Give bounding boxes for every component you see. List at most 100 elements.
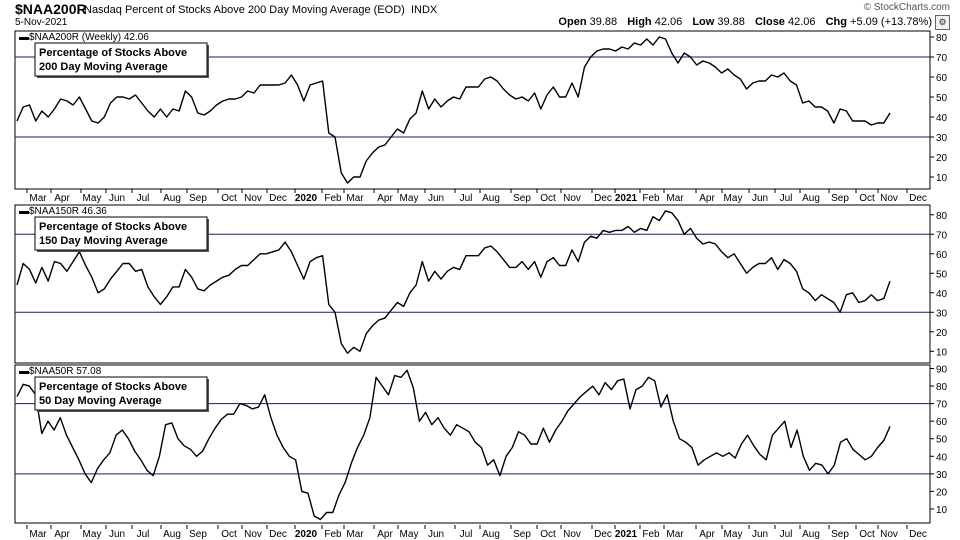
- x-tick-label: May: [400, 193, 419, 204]
- quote-summary: Open 39.88 High 42.06 Low 39.88 Close 42…: [558, 16, 932, 28]
- symbol-description: Nasdaq Percent of Stocks Above 200 Day M…: [84, 4, 437, 16]
- open-value: 39.88: [589, 16, 618, 28]
- x-tick-label: Nov: [244, 529, 262, 540]
- y-tick-label: 70: [936, 53, 948, 64]
- x-tick-label: Mar: [29, 193, 47, 204]
- x-tick-label: May: [724, 529, 743, 540]
- y-tick-label: 30: [936, 133, 948, 144]
- x-axis-2: Mar Apr May Jun Jul Aug Sep Oct Nov Dec 2020 Feb Mar…: [26, 525, 927, 540]
- y-tick-label: 50: [936, 93, 948, 104]
- y-tick-label: 70: [936, 400, 948, 411]
- low-value: 39.88: [717, 16, 745, 28]
- y-tick-label: 50: [936, 269, 948, 280]
- x-tick-label: Sep: [513, 193, 531, 204]
- x-tick-label: Dec: [269, 529, 287, 540]
- x-tick-label: May: [83, 529, 102, 540]
- y-tick-label: 40: [936, 289, 948, 300]
- x-tick-label: Nov: [244, 193, 262, 204]
- y-tick-label: 10: [936, 347, 948, 358]
- high-value: 42.06: [654, 16, 683, 28]
- close-value: 42.06: [788, 16, 816, 28]
- x-tick-label: Feb: [324, 529, 342, 540]
- x-tick-label: Aug: [163, 529, 181, 540]
- x-tick-label: Mar: [346, 529, 364, 540]
- y-tick-label: 20: [936, 487, 948, 498]
- x-tick-label: 2021: [615, 529, 638, 540]
- x-tick-label: Feb: [324, 193, 342, 204]
- annotation-text: 200 Day Moving Average: [39, 61, 168, 73]
- x-tick-label: Feb: [642, 193, 660, 204]
- x-tick-label: Nov: [563, 529, 581, 540]
- x-tick-label: Jul: [460, 193, 473, 204]
- x-tick-label: Feb: [642, 529, 660, 540]
- x-tick-label: 2020: [295, 529, 318, 540]
- y-tick-label: 90: [936, 365, 948, 376]
- x-tick-label: Nov: [880, 193, 898, 204]
- x-tick-label: Apr: [54, 529, 70, 540]
- x-tick-label: Jul: [137, 193, 150, 204]
- annotation-text: 150 Day Moving Average: [39, 235, 168, 247]
- chart-panel-3: 10 20 30 40 50 60 70 80 90 ▬$NAA50R 57.08 Percenta…: [14, 364, 948, 524]
- x-axis-1: Mar Apr May Jun Jul Aug Sep Oct Nov Dec 2020 Feb Mar…: [26, 189, 927, 204]
- chg-value: +5.09 (+13.78%): [850, 16, 932, 28]
- y-tick-label: 40: [936, 452, 948, 463]
- x-tick-label: Sep: [189, 193, 207, 204]
- y-tick-label: 60: [936, 417, 948, 428]
- y-tick-label: 80: [936, 211, 948, 222]
- x-tick-label: Jun: [428, 193, 444, 204]
- x-tick-label: Jun: [109, 529, 125, 540]
- x-tick-label: Jun: [109, 193, 125, 204]
- x-tick-label: Apr: [699, 193, 715, 204]
- x-tick-label: Oct: [859, 193, 875, 204]
- chart-panel-1: 10 20 30 40 50 60 70 80 ▬$NAA200R (Weekly) 42.06…: [14, 30, 948, 190]
- y-tick-label: 20: [936, 328, 948, 339]
- close-label: Close: [754, 16, 785, 28]
- x-tick-label: 2020: [295, 193, 318, 204]
- x-tick-label: Mar: [29, 529, 47, 540]
- x-tick-label: May: [400, 529, 419, 540]
- x-tick-label: Apr: [699, 529, 715, 540]
- x-tick-label: 2021: [615, 193, 638, 204]
- x-tick-label: Oct: [540, 193, 556, 204]
- x-tick-label: Dec: [594, 529, 612, 540]
- y-tick-label: 60: [936, 250, 948, 261]
- x-tick-label: Aug: [163, 193, 181, 204]
- x-tick-label: Mar: [666, 193, 684, 204]
- y-tick-label: 80: [936, 382, 948, 393]
- annotation-text: Percentage of Stocks Above: [39, 47, 187, 59]
- legend-label: ▬$NAA50R 57.08: [19, 366, 102, 377]
- gear-icon[interactable]: ⚙: [935, 15, 950, 30]
- x-tick-label: Jul: [780, 193, 793, 204]
- x-tick-label: Dec: [594, 193, 612, 204]
- y-tick-label: 10: [936, 173, 948, 184]
- x-tick-label: Aug: [482, 529, 500, 540]
- x-tick-label: May: [724, 193, 743, 204]
- y-tick-label: 50: [936, 435, 948, 446]
- annotation-text: Percentage of Stocks Above: [39, 221, 187, 233]
- x-tick-label: Oct: [859, 529, 875, 540]
- x-tick-label: Jun: [428, 529, 444, 540]
- low-label: Low: [692, 16, 715, 28]
- legend-label: ▬$NAA200R (Weekly) 42.06: [19, 32, 149, 43]
- exchange-label: INDX: [410, 4, 438, 16]
- x-tick-label: Jun: [752, 193, 768, 204]
- x-tick-label: Aug: [482, 193, 500, 204]
- annotation-text: 50 Day Moving Average: [39, 395, 162, 407]
- x-tick-label: Sep: [513, 529, 531, 540]
- series-line: [16, 210, 891, 354]
- y-tick-label: 10: [936, 505, 948, 516]
- chg-label: Chg: [825, 16, 847, 28]
- x-tick-label: Jul: [460, 529, 473, 540]
- x-tick-label: Oct: [221, 193, 237, 204]
- x-tick-label: Jun: [752, 529, 768, 540]
- x-tick-label: Dec: [909, 529, 927, 540]
- y-tick-label: 20: [936, 153, 948, 164]
- x-tick-label: Apr: [54, 193, 70, 204]
- high-label: High: [627, 16, 652, 28]
- legend-label: ▬$NAA150R 46.36: [19, 206, 107, 217]
- x-tick-label: Nov: [563, 193, 581, 204]
- annotation-box: [34, 376, 208, 411]
- x-tick-label: Aug: [802, 529, 820, 540]
- x-tick-label: Oct: [540, 529, 556, 540]
